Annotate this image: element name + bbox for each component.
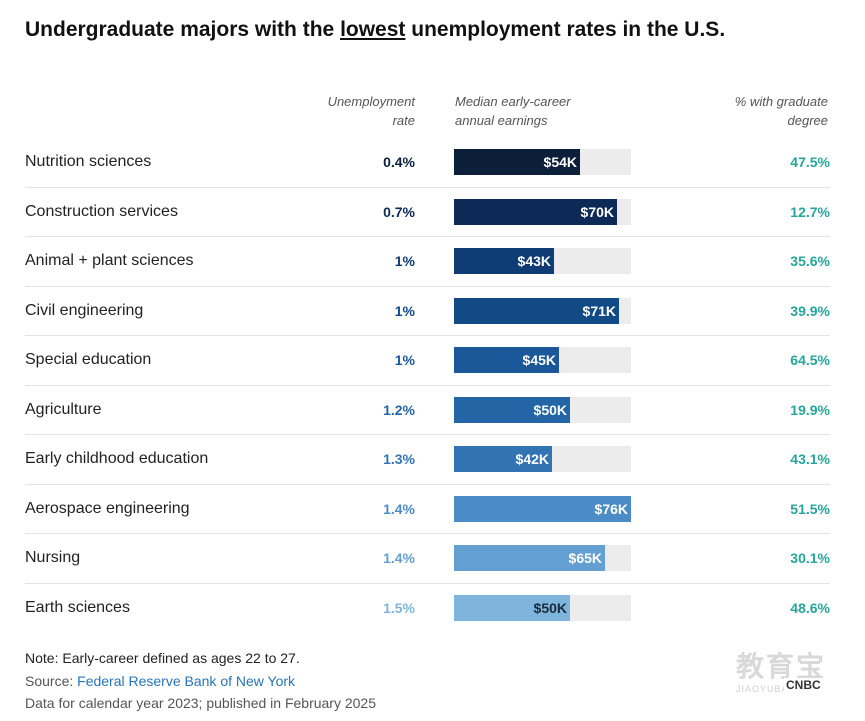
graduate-degree-value: 19.9% (790, 401, 830, 418)
major-name: Nursing (25, 549, 81, 566)
graduate-degree-value: 12.7% (790, 203, 830, 220)
table-row: Civil engineering 1% $71K 39.9% (25, 287, 830, 336)
header-graduate-degree: % with graduate degree (734, 94, 828, 128)
table-row: Aerospace engineering 1.4% $76K 51.5% (25, 485, 830, 534)
earnings-label: $71K (582, 302, 616, 319)
earnings-bar: $43K (454, 248, 554, 274)
cnbc-logo: CNBC (784, 678, 823, 692)
earnings-bar-track: $54K (454, 149, 631, 175)
earnings-label: $42K (515, 451, 549, 467)
title-emphasis: lowest (340, 18, 406, 41)
earnings-bar: $76K (454, 495, 631, 522)
graduate-degree-value: 64.5% (790, 352, 830, 368)
earnings-bar-track: $50K (454, 594, 631, 621)
earnings-bar: $50K (454, 594, 570, 621)
unemployment-rate-value: 1% (394, 253, 415, 269)
major-name: Earth sciences (25, 598, 130, 616)
unemployment-rate-value: 0.4% (383, 154, 415, 170)
major-name: Civil engineering (25, 301, 144, 319)
majors-table: Nutrition sciences 0.4% $54K 47.5% Construct… (25, 138, 830, 632)
earnings-bar: $54K (454, 149, 580, 175)
source-line: Source: Federal Reserve Bank of New York (25, 673, 296, 689)
major-name: Aerospace engineering (25, 499, 190, 517)
graduate-degree-value: 43.1% (790, 451, 830, 467)
graduate-degree-value: 47.5% (790, 154, 830, 170)
graduate-degree-value: 48.6% (790, 599, 830, 616)
earnings-bar-track: $71K (454, 297, 631, 324)
earnings-bar-track: $65K (454, 545, 631, 571)
major-name: Construction services (25, 202, 178, 220)
major-name: Special education (25, 351, 152, 368)
earnings-bar: $65K (454, 545, 605, 571)
unemployment-rate-value: 1.3% (383, 451, 415, 467)
source-link[interactable]: Federal Reserve Bank of New York (77, 673, 296, 689)
major-name: Early childhood education (25, 450, 209, 467)
header-median-earnings: Median early-career annual earnings (455, 94, 571, 128)
graduate-degree-value: 30.1% (790, 550, 830, 566)
earnings-label: $76K (594, 500, 628, 517)
major-name: Agriculture (25, 400, 102, 418)
earnings-bar-track: $43K (454, 248, 631, 274)
table-row: Special education 1% $45K 64.5% (25, 336, 830, 386)
unemployment-rate-value: 1.5% (383, 599, 415, 616)
earnings-bar: $42K (454, 446, 552, 472)
major-name: Animal + plant sciences (25, 252, 194, 269)
chart-title: Undergraduate majors with the lowest une… (25, 18, 726, 41)
earnings-bar: $45K (454, 347, 559, 373)
earnings-bar-track: $76K (454, 495, 631, 522)
unemployment-rate-value: 1.4% (383, 550, 415, 566)
note-definition: Note: Early-career defined as ages 22 to… (25, 650, 300, 666)
earnings-bar: $50K (454, 396, 570, 423)
earnings-label: $54K (543, 154, 577, 170)
unemployment-rate-value: 0.7% (383, 203, 415, 220)
table-row: Earth sciences 1.5% $50K 48.6% (25, 584, 830, 633)
earnings-bar-track: $45K (454, 347, 631, 373)
earnings-label: $70K (580, 203, 614, 220)
data-note: Data for calendar year 2023; published i… (25, 695, 376, 711)
earnings-bar-track: $42K (454, 446, 631, 472)
unemployment-rate-value: 1.4% (383, 500, 415, 517)
unemployment-rate-value: 1.2% (383, 401, 415, 418)
earnings-bar: $71K (454, 297, 619, 324)
watermark: 教育宝 JIAOYUBAO.COM CNBC (736, 650, 846, 714)
header-unemployment-rate: Unemployment rate (327, 94, 415, 128)
watermark-chinese-text: 教育宝 (736, 651, 827, 682)
earnings-label: $50K (533, 401, 567, 418)
table-row: Nursing 1.4% $65K 30.1% (25, 534, 830, 584)
table-row: Agriculture 1.2% $50K 19.9% (25, 386, 830, 435)
unemployment-rate-value: 1% (394, 302, 415, 319)
watermark-url-text: JIAOYUBAO.COM (736, 684, 825, 694)
earnings-bar-track: $70K (454, 198, 631, 225)
unemployment-rate-value: 1% (394, 352, 415, 368)
table-row: Animal + plant sciences 1% $43K 35.6% (25, 237, 830, 287)
earnings-bar-track: $50K (454, 396, 631, 423)
earnings-bar: $70K (454, 198, 617, 225)
earnings-label: $43K (517, 253, 551, 269)
earnings-label: $65K (568, 550, 602, 566)
table-row: Early childhood education 1.3% $42K 43.1% (25, 435, 830, 485)
table-row: Nutrition sciences 0.4% $54K 47.5% (25, 138, 830, 188)
earnings-label: $45K (522, 352, 556, 368)
graduate-degree-value: 35.6% (790, 253, 830, 269)
graduate-degree-value: 39.9% (790, 302, 830, 319)
table-row: Construction services 0.7% $70K 12.7% (25, 188, 830, 237)
earnings-label: $50K (533, 599, 567, 616)
major-name: Nutrition sciences (25, 153, 152, 170)
graduate-degree-value: 51.5% (790, 500, 830, 517)
